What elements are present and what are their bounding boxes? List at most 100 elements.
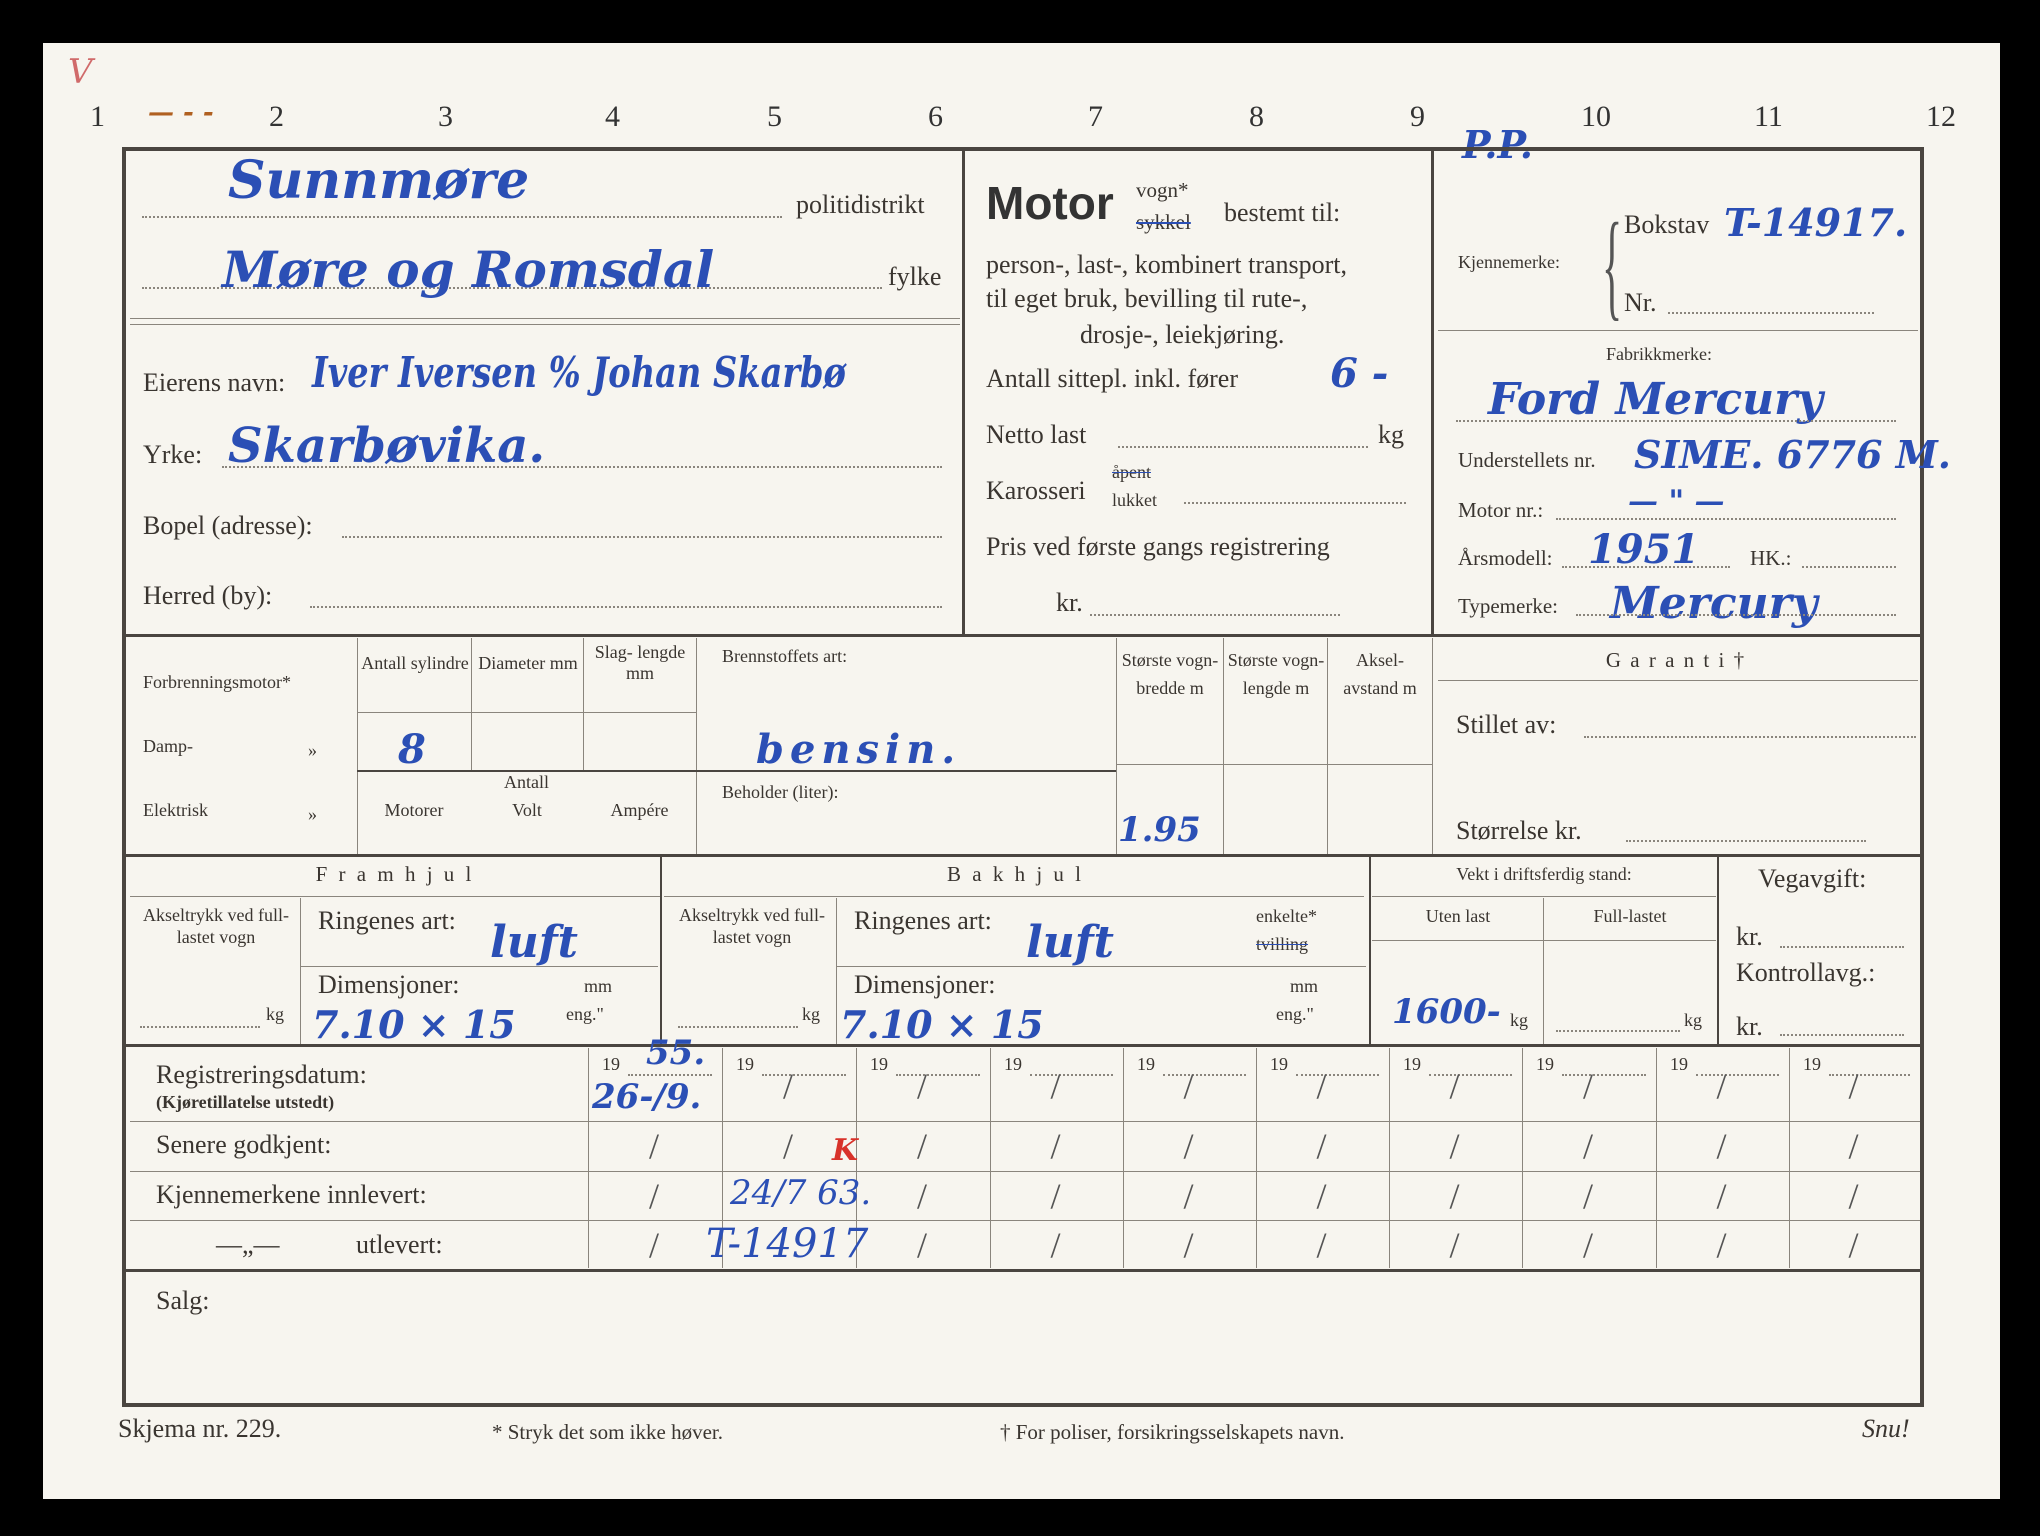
date-slash: / [1050,1066,1061,1106]
divider [124,634,1924,637]
front-dim-label: Dimensjoner: [318,970,460,999]
divider [1431,150,1434,634]
date-slash: / [917,1176,928,1216]
date-slash: / [1050,1225,1061,1265]
seats-value: 6 - [1330,350,1389,397]
police-district-value: Sunnmøre [228,150,530,211]
date-slash: / [1583,1066,1594,1106]
tax-kr: kr. [1736,922,1763,951]
year-prefix: 19 [736,1054,754,1074]
brace: { [1602,198,1623,331]
date-slash: / [1848,1225,1859,1265]
column-number: 5 [767,100,782,133]
date-slash: / [917,1225,928,1265]
cylinders-label: Antall sylindre [361,653,469,673]
date-slash: / [1716,1176,1727,1216]
margin-mark-v: V [68,52,93,92]
date-slash: / [1316,1225,1327,1265]
date-slash: / [1449,1066,1460,1106]
margin-dash: — - - [148,98,214,128]
combustion-label: Forbrenningsmotor* [143,672,291,692]
rear-dim-label: Dimensjoner: [854,970,996,999]
date-slash: / [1583,1126,1594,1166]
turn-over: Snu! [1862,1414,1910,1443]
date-slash: / [1183,1225,1194,1265]
rear-dim-value: 7.10 × 15 [840,1002,1044,1047]
date-slash: / [783,1126,794,1166]
motor-bestemt: bestemt til: [1224,198,1341,227]
rear-axle-load-label: Akseltrykk ved full-lastet vogn [679,905,825,947]
fuel-label: Brennstoffets art: [722,646,848,666]
col-line [1656,1048,1657,1268]
guarantee-size-label: Størrelse kr. [1456,816,1582,845]
weight-title: Vekt i driftsferdig stand: [1456,864,1632,884]
col-line [1522,1048,1523,1268]
column-number: 2 [269,100,284,133]
volt-label: Volt [512,800,542,820]
divider [124,854,1924,857]
rear-kg: kg [802,1004,820,1024]
date-slash: / [1316,1066,1327,1106]
motor-use-line1: person-, last-, kombinert transport, [986,250,1348,279]
date-slash: / [783,1066,794,1106]
front-mm: mm [584,976,613,996]
front-eng: eng." [566,1004,604,1024]
plate-nr-label: Nr. [1624,288,1657,317]
motor-use-line3: drosje-, leiekjøring. [1080,320,1285,349]
ampere-label: Ampére [610,800,669,820]
column-number: 3 [438,100,453,133]
column-number: 1 [90,100,105,133]
reg-date-label: Registreringsdatum: [156,1060,367,1089]
form-number: Skjema nr. 229. [118,1414,282,1443]
engine-nr-label: Motor nr.: [1458,498,1544,522]
column-number: 7 [1088,100,1103,133]
col-line [856,1048,857,1268]
reg-date-value: 26-/9. [592,1077,702,1117]
date-slash: / [1583,1225,1594,1265]
footnote-strike: * Stryk det som ikke høver. [492,1420,723,1444]
rear-title: B a k h j u l [947,862,1084,886]
column-number: 8 [1249,100,1264,133]
front-title: F r a m h j u l [315,862,475,886]
column-number: 10 [1581,100,1611,133]
weight-empty-label: Uten last [1425,906,1491,926]
tank-label: Beholder (liter): [722,782,839,802]
margin-pp: P.P. [1462,122,1534,167]
row-line [130,1220,1920,1221]
col-line [1789,1048,1790,1268]
col-line [1256,1048,1257,1268]
returned-mark: K [832,1133,859,1168]
municipality-label: Herred (by): [143,581,273,610]
motor-vogn: vogn* [1136,178,1189,202]
border [122,147,126,1407]
year-prefix: 19 [1137,1054,1155,1074]
approved-label: Senere godkjent: [156,1130,332,1159]
year-prefix: 19 [1403,1054,1421,1074]
motor-sykkel: sykkel [1136,210,1191,234]
returned-date-value: 24/7 63. [730,1173,872,1213]
date-slash: / [1716,1126,1727,1166]
occupation-label: Yrke: [143,440,203,469]
year-prefix: 19 [1004,1054,1022,1074]
rear-tyre-label: Ringenes art: [854,906,992,935]
stroke-label: Slag- lengde mm [594,642,686,683]
border [124,1403,1924,1407]
divider [124,1269,1924,1272]
occupation-value: Skarbøvika. [228,418,546,474]
weight-full-kg: kg [1684,1010,1702,1030]
year-prefix: 19 [1670,1054,1688,1074]
reg-year-value: 55. [646,1033,706,1073]
date-slash: / [1848,1126,1859,1166]
col-line [1389,1048,1390,1268]
diameter-label: Diameter mm [478,653,578,673]
guarantee-by-label: Stillet av: [1456,710,1557,739]
date-slash: / [1848,1066,1859,1106]
divider [124,1044,1924,1047]
issued-plate-value: T-14917 [706,1221,869,1267]
row-line [130,1121,1920,1122]
date-slash: / [1449,1225,1460,1265]
footnote-policy: † For poliser, forsikringsselskapets nav… [1000,1420,1345,1444]
date-slash: / [1183,1176,1194,1216]
police-district-label: politidistrikt [796,190,925,219]
date-slash: / [1183,1066,1194,1106]
